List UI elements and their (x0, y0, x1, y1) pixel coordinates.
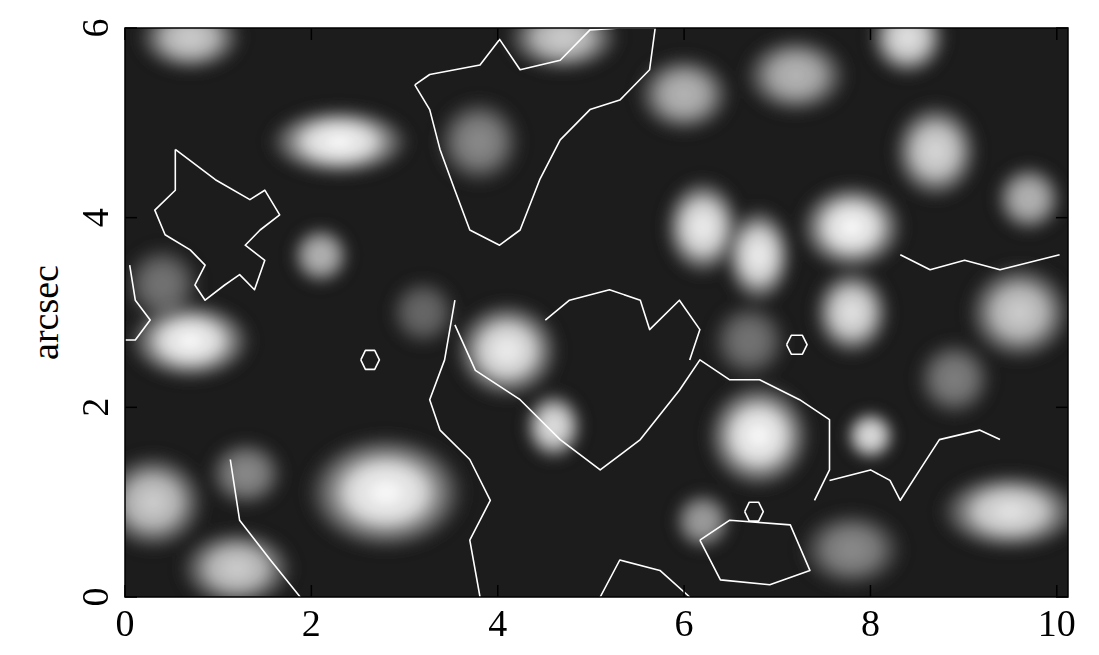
granule (889, 99, 982, 203)
x-tick-label: 10 (1038, 602, 1076, 644)
x-tick-top (870, 28, 872, 40)
granule (125, 242, 204, 327)
x-tick-label: 0 (116, 602, 135, 644)
x-tick-label: 2 (302, 602, 321, 644)
contour (600, 560, 690, 597)
x-tick-label: 4 (488, 602, 507, 644)
x-tick (124, 585, 126, 597)
y-tick (125, 596, 137, 598)
granule (302, 431, 470, 554)
y-tick-right (1056, 217, 1068, 219)
granule (796, 180, 908, 274)
y-tick-label: 4 (74, 208, 116, 227)
contour (125, 265, 150, 340)
y-tick-right (1056, 596, 1068, 598)
granule (703, 379, 815, 492)
granule (265, 104, 414, 179)
granule (796, 507, 908, 592)
granule (204, 436, 288, 511)
contour (430, 300, 491, 597)
contour (700, 520, 810, 585)
granule (912, 336, 996, 421)
contour (415, 28, 655, 245)
y-tick-label: 0 (74, 588, 116, 607)
granule (810, 265, 894, 359)
contour (787, 335, 808, 354)
frame (125, 28, 1068, 597)
y-tick-label: 2 (74, 398, 116, 417)
granule (842, 408, 898, 464)
x-tick (870, 585, 872, 597)
x-tick (1056, 585, 1058, 597)
granule (633, 52, 736, 137)
contour (830, 430, 1001, 500)
granule (707, 299, 791, 384)
contour (545, 290, 700, 360)
granule (176, 526, 297, 597)
contour (155, 149, 280, 300)
granule (432, 95, 525, 189)
contour (361, 350, 380, 369)
x-tick (683, 585, 685, 597)
x-tick-top (124, 28, 126, 40)
x-tick-top (1056, 28, 1058, 40)
image-background (125, 28, 1068, 597)
y-tick (125, 217, 137, 219)
granule (740, 33, 852, 118)
granule (288, 223, 353, 289)
y-axis-title: arcsec (24, 265, 66, 360)
y-tick (125, 27, 137, 29)
contour (745, 502, 764, 521)
granule (866, 28, 950, 80)
granules (125, 28, 1068, 597)
contours (125, 28, 1060, 597)
y-tick-right (1056, 27, 1068, 29)
granule (386, 275, 461, 350)
contour (455, 325, 830, 501)
granule (451, 299, 563, 403)
contour (900, 255, 1059, 270)
x-tick-top (311, 28, 313, 40)
x-tick-top (683, 28, 685, 40)
granule (936, 469, 1068, 554)
contour (230, 460, 300, 598)
image-area (125, 28, 1068, 597)
y-tick-right (1056, 407, 1068, 409)
y-tick-label: 6 (74, 19, 116, 38)
granule (134, 28, 246, 75)
x-tick-label: 6 (675, 602, 694, 644)
x-tick (497, 585, 499, 597)
granule (721, 204, 796, 308)
granule (502, 28, 623, 75)
y-tick (125, 407, 137, 409)
x-tick-top (497, 28, 499, 40)
granule (992, 161, 1067, 236)
x-tick-label: 8 (861, 602, 880, 644)
x-tick (311, 585, 313, 597)
chart: 0 2 4 6 8 10 0 2 4 6 arcsec (0, 0, 1099, 655)
